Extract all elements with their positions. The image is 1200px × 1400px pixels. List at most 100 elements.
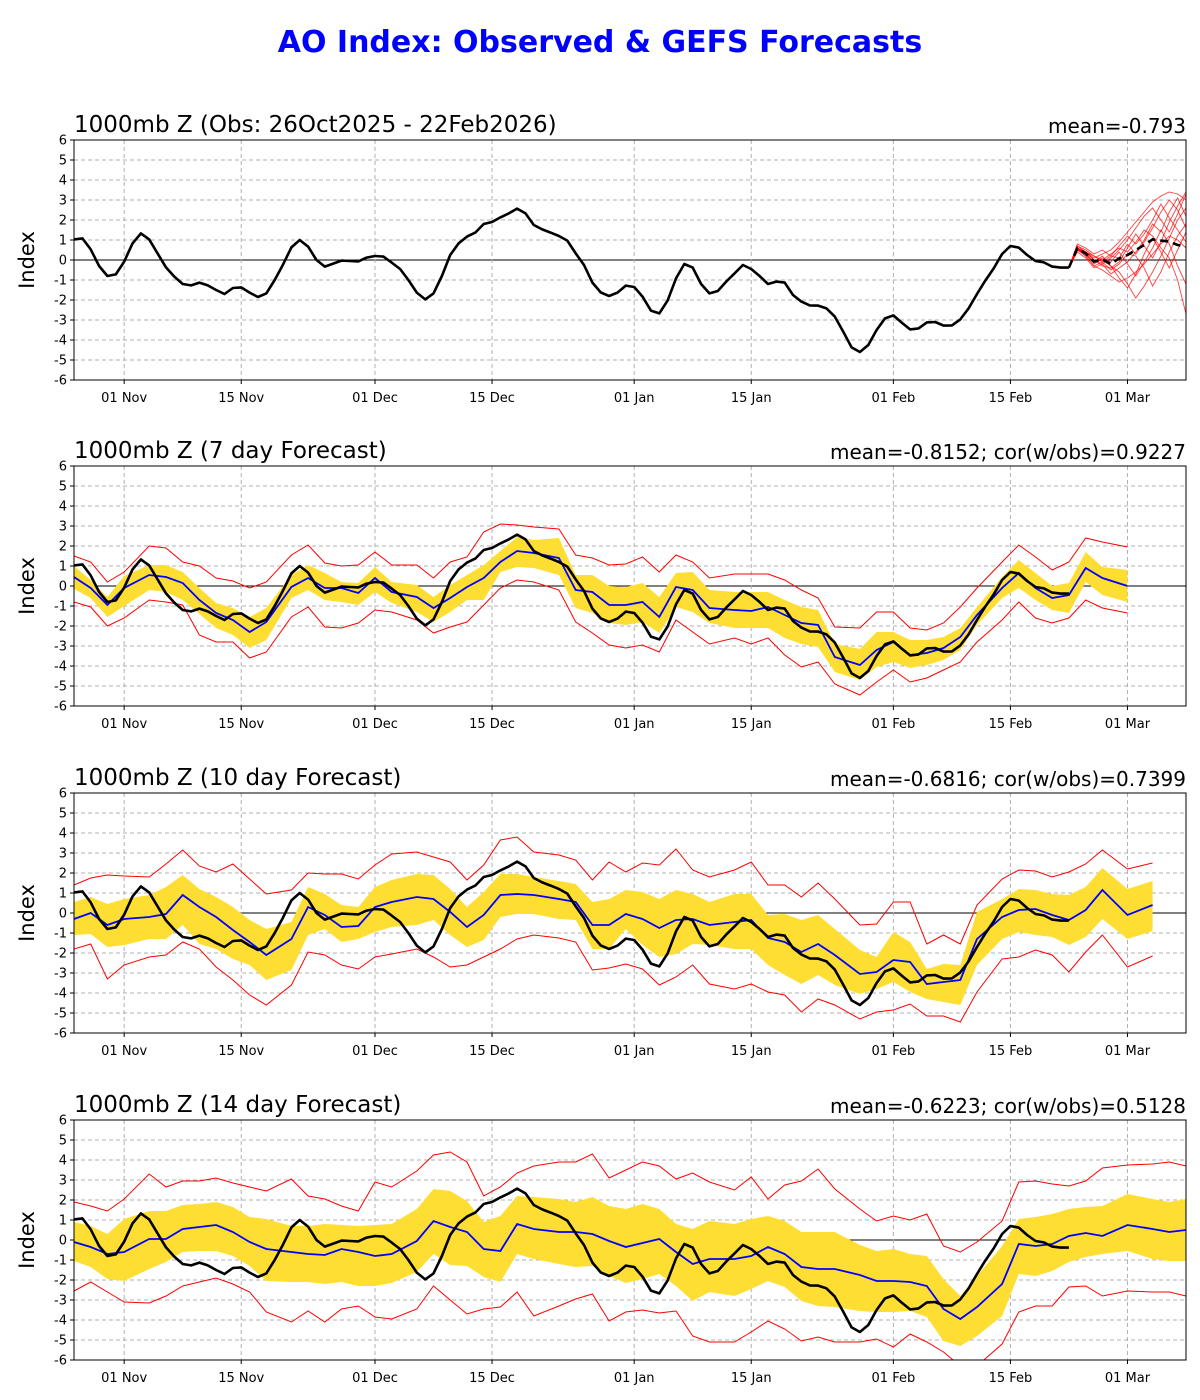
y-tick-label: 3 — [59, 194, 67, 209]
ensemble-member-line — [1068, 229, 1186, 285]
y-tick-label: 5 — [59, 480, 67, 495]
observed-line — [74, 533, 1069, 680]
ensemble-member-line — [1068, 197, 1186, 275]
y-tick-label: -5 — [54, 1007, 67, 1022]
y-tick-label: -6 — [54, 700, 67, 715]
spread-band — [74, 537, 1128, 680]
y-tick-label: 2 — [59, 867, 67, 882]
y-tick-label: -3 — [54, 640, 67, 655]
x-tick-label: 01 Jan — [614, 1371, 655, 1386]
y-tick-label: -2 — [54, 294, 67, 309]
x-tick-label: 01 Feb — [872, 1044, 916, 1059]
x-tick-label: 01 Dec — [352, 717, 398, 732]
y-tick-label: -3 — [54, 314, 67, 329]
ensemble-member-line — [1068, 231, 1186, 289]
plot-area — [74, 191, 1186, 354]
panel-title: 1000mb Z (14 day Forecast) — [74, 1092, 401, 1118]
x-tick-label: 15 Feb — [989, 717, 1033, 732]
plot-area — [74, 523, 1128, 696]
x-tick-label: 15 Dec — [469, 391, 515, 406]
x-tick-label: 01 Nov — [101, 717, 147, 732]
x-tick-label: 01 Nov — [101, 1044, 147, 1059]
y-axis-label: Index — [15, 231, 39, 289]
ensemble-member-line — [1068, 199, 1186, 268]
panel-2: -6 -5 -4 -3 -2 -1 0 1 2 3 4 5 6 01 Nov 15 Nov 01 Dec 15 … — [15, 765, 1187, 1059]
y-tick-label: 1 — [59, 560, 67, 575]
x-tick-label: 15 Feb — [989, 1044, 1033, 1059]
y-tick-label: -3 — [54, 1294, 67, 1309]
x-tick-label: 01 Feb — [872, 1371, 916, 1386]
min-line — [74, 934, 1153, 1023]
panel-title: 1000mb Z (7 day Forecast) — [74, 438, 387, 464]
x-tick-label: 01 Mar — [1105, 717, 1151, 732]
y-tick-label: -2 — [54, 620, 67, 635]
x-tick-label: 15 Nov — [218, 717, 264, 732]
y-tick-label: 4 — [59, 174, 67, 189]
x-tick-label: 01 Dec — [352, 1371, 398, 1386]
ensemble-mean-line — [74, 1219, 1186, 1321]
panel-title: 1000mb Z (10 day Forecast) — [74, 765, 401, 791]
y-tick-label: -4 — [54, 987, 67, 1002]
y-tick-label: -1 — [54, 1254, 67, 1269]
y-tick-label: -1 — [54, 600, 67, 615]
y-tick-label: 1 — [59, 1214, 67, 1229]
y-tick-label: -6 — [54, 1354, 67, 1369]
y-tick-label: 6 — [59, 787, 67, 802]
ensemble-member-line — [1068, 229, 1186, 315]
plot-frame — [73, 1119, 1187, 1361]
y-tick-label: 2 — [59, 1194, 67, 1209]
panel-stats: mean=-0.793 — [1048, 114, 1186, 138]
max-line — [74, 523, 1128, 631]
y-tick-label: 4 — [59, 1154, 67, 1169]
y-tick-label: -1 — [54, 274, 67, 289]
y-tick-label: 2 — [59, 214, 67, 229]
y-tick-label: -2 — [54, 947, 67, 962]
x-tick-label: 01 Jan — [614, 1044, 655, 1059]
y-tick-label: 2 — [59, 540, 67, 555]
panel-title: 1000mb Z (Obs: 26Oct2025 - 22Feb2026) — [74, 112, 557, 138]
x-tick-label: 15 Jan — [731, 1371, 772, 1386]
x-tick-label: 15 Dec — [469, 1044, 515, 1059]
ensemble-mean-line — [74, 888, 1153, 985]
y-tick-label: 1 — [59, 234, 67, 249]
x-tick-label: 15 Nov — [218, 1371, 264, 1386]
y-axis-label: Index — [15, 884, 39, 942]
x-tick-label: 01 Jan — [614, 391, 655, 406]
panel-3: -6 -5 -4 -3 -2 -1 0 1 2 3 4 5 6 01 Nov 15 Nov 01 Dec 15 … — [15, 1092, 1187, 1386]
y-tick-label: -5 — [54, 680, 67, 695]
plot-frame — [73, 792, 1187, 1034]
y-tick-label: 6 — [59, 460, 67, 475]
x-tick-label: 01 Mar — [1105, 1044, 1151, 1059]
observed-line — [74, 860, 1069, 1007]
y-tick-label: -3 — [54, 967, 67, 982]
min-line — [74, 1277, 1186, 1360]
x-tick-label: 15 Feb — [989, 1371, 1033, 1386]
y-tick-label: 0 — [59, 907, 67, 922]
y-tick-label: 5 — [59, 807, 67, 822]
x-tick-label: 15 Jan — [731, 391, 772, 406]
x-tick-label: 15 Feb — [989, 391, 1033, 406]
ensemble-mean-line — [74, 550, 1128, 667]
y-tick-label: 5 — [59, 1134, 67, 1149]
x-tick-label: 01 Nov — [101, 1371, 147, 1386]
y-tick-label: 6 — [59, 1114, 67, 1129]
x-tick-label: 15 Nov — [218, 1044, 264, 1059]
panel-0: -6 -5 -4 -3 -2 -1 0 1 2 3 4 5 6 01 Nov 15 Nov 01 Dec 15 … — [15, 112, 1187, 406]
y-tick-label: -6 — [54, 374, 67, 389]
y-tick-label: 0 — [59, 254, 67, 269]
plot-frame — [73, 139, 1187, 381]
y-tick-label: -1 — [54, 927, 67, 942]
x-tick-label: 15 Dec — [469, 1371, 515, 1386]
panel-stats: mean=-0.8152; cor(w/obs)=0.9227 — [830, 440, 1186, 464]
max-line — [74, 1151, 1186, 1253]
min-line — [74, 579, 1128, 696]
max-line — [74, 836, 1153, 945]
ensemble-member-line — [1068, 203, 1186, 268]
y-tick-label: 1 — [59, 887, 67, 902]
y-tick-label: -5 — [54, 354, 67, 369]
y-tick-label: 6 — [59, 134, 67, 149]
plot-area — [74, 1151, 1186, 1360]
y-tick-label: -6 — [54, 1027, 67, 1042]
y-tick-label: 4 — [59, 827, 67, 842]
